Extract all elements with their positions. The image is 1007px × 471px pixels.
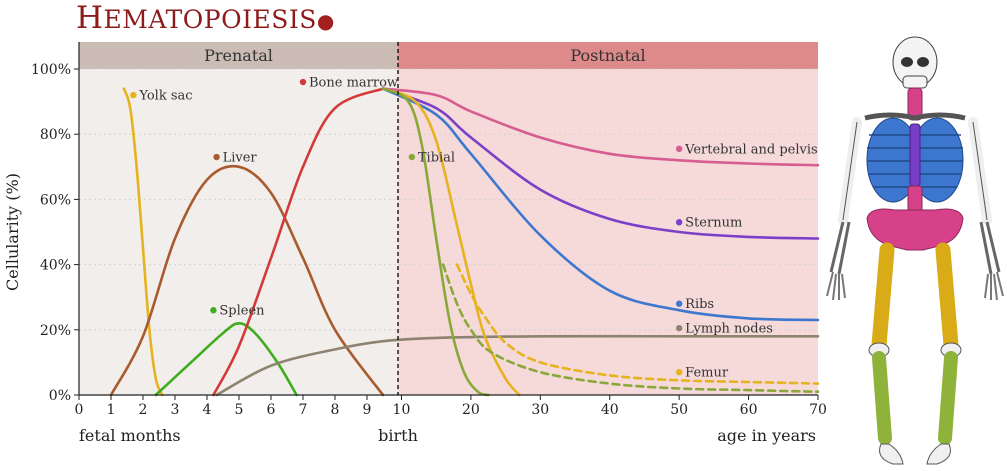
prenatal-header-band: [79, 42, 398, 69]
series-label-dot: [675, 300, 683, 307]
x-axis-label-birth: birth: [378, 426, 418, 445]
y-axis-label: Cellularity (%): [3, 173, 22, 291]
y-tick-label: 0%: [49, 388, 71, 404]
x-tick-label: 70: [809, 402, 827, 418]
clavicles: [864, 112, 966, 121]
series-label-dot: [299, 78, 307, 86]
prenatal-header-label: Prenatal: [204, 46, 273, 65]
title-rest: EMATOPOIESIS: [103, 5, 317, 34]
series-line-tibial-dashed: [441, 263, 820, 393]
postnatal-header-band: [398, 42, 818, 69]
hand-left: [826, 271, 846, 301]
y-tick-label: 60%: [40, 192, 71, 208]
series-label-femur: Femur: [685, 366, 729, 381]
series-label-dot: [675, 368, 683, 376]
tibia-left: [872, 351, 892, 445]
series-label-dot: [213, 153, 220, 161]
x-tick-label: 5: [235, 402, 244, 418]
skeleton-illustration: [826, 36, 1004, 465]
x-tick-label: 2: [139, 402, 148, 418]
x-axis-label-years: age in years: [717, 426, 816, 445]
femur-left: [871, 242, 895, 353]
tibia-right: [938, 351, 958, 445]
x-tick-label: 20: [462, 402, 480, 418]
sternum-bone: [909, 123, 921, 187]
x-tick-label: 1: [107, 402, 116, 418]
series-label-yolk-sac: Yolk sac: [138, 89, 192, 104]
series-label-tibial: Tibial: [418, 151, 455, 166]
eye-right: [917, 57, 929, 67]
series-label-dot: [130, 91, 137, 99]
series-label-liver: Liver: [223, 151, 258, 166]
y-tick-label: 20%: [40, 323, 71, 339]
x-tick-label: 40: [601, 402, 619, 418]
series-label-vertebral-and-pelvis: Vertebral and pelvis: [684, 142, 818, 157]
series-line-femur: [381, 87, 521, 397]
x-tick-label: 3: [171, 402, 180, 418]
forearm-right: [979, 221, 1001, 275]
page-title: HEMATOPOIESIS●: [76, 0, 335, 36]
series-line-sternum: [381, 87, 820, 240]
x-tick-label: 8: [331, 402, 340, 418]
series-label-dot: [408, 153, 416, 161]
series-line-lymph-nodes: [215, 334, 820, 397]
series-line-vertebral-and-pelvis: [381, 87, 820, 167]
x-axis-label-fetal: fetal months: [79, 426, 181, 445]
series-label-dot: [675, 324, 683, 332]
y-tick-label: 100%: [31, 62, 71, 78]
series-label-ribs: Ribs: [685, 297, 714, 312]
series-label-dot: [675, 219, 683, 226]
series-line-tibial: [381, 87, 490, 397]
postnatal-header-label: Postnatal: [570, 46, 645, 65]
eye-left: [901, 57, 913, 67]
series-line-yolk-sac: [122, 87, 164, 397]
x-tick-label: 10: [393, 402, 411, 418]
x-tick-label: 50: [670, 402, 688, 418]
forearm-left: [829, 221, 851, 275]
series-line-liver: [109, 164, 385, 397]
hand-right: [984, 271, 1004, 301]
foot-left: [879, 443, 904, 465]
series-label-bone-marrow: Bone marrow: [309, 76, 398, 91]
postnatal-background: [398, 69, 818, 395]
series-label-spleen: Spleen: [219, 304, 265, 319]
series-label-sternum: Sternum: [685, 216, 742, 231]
foot-right: [926, 443, 951, 465]
jaw: [902, 75, 928, 89]
x-tick-label: 9: [363, 402, 372, 418]
series-label-dot: [675, 145, 683, 153]
x-tick-label: 4: [203, 402, 212, 418]
pelvis: [866, 208, 964, 251]
y-tick-label: 80%: [40, 127, 71, 143]
x-tick-label: 6: [267, 402, 276, 418]
x-tick-label: 60: [740, 402, 758, 418]
series-label-lymph-nodes: Lymph nodes: [685, 322, 773, 337]
x-tick-label: 30: [531, 402, 549, 418]
series-line-bone-marrow: [212, 87, 385, 397]
femur-right: [935, 242, 959, 353]
title-initial: H: [76, 0, 104, 36]
series-label-dot: [210, 307, 217, 314]
x-tick-label: 7: [299, 402, 308, 418]
y-tick-label: 40%: [40, 258, 71, 274]
series-line-femur-dashed: [455, 263, 820, 385]
x-tick-label: 0: [75, 402, 84, 418]
title-bullet: ●: [316, 9, 335, 33]
series-line-ribs: [381, 87, 820, 322]
